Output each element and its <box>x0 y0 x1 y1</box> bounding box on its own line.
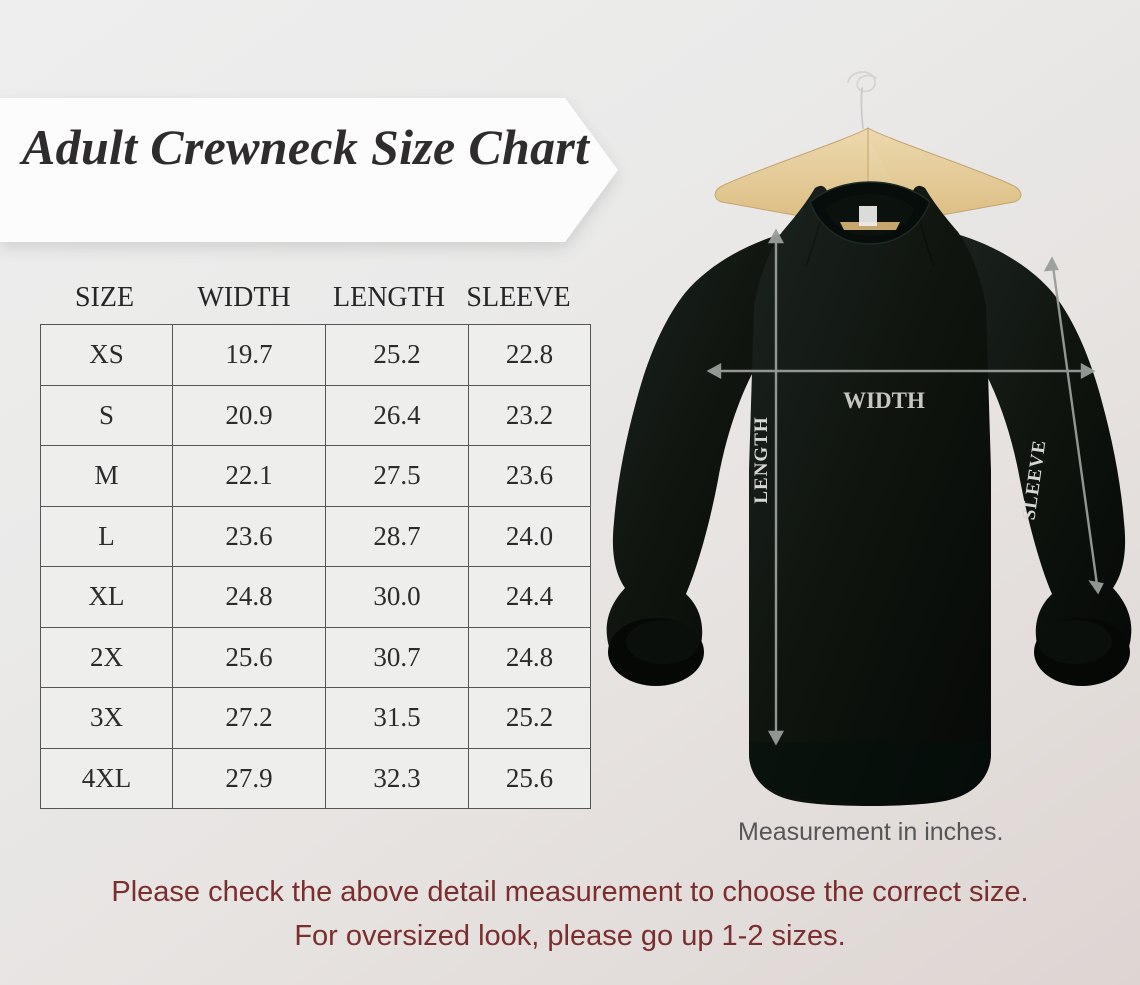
svg-text:WIDTH: WIDTH <box>843 388 925 413</box>
